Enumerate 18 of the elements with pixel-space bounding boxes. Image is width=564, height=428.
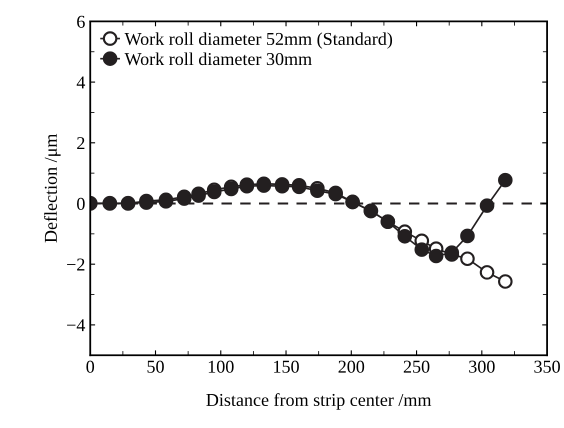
legend-label: Work roll diameter 30mm [124, 52, 312, 66]
x-axis-title: Distance from strip center /mm [206, 393, 432, 410]
legend-label: Work roll diameter 52mm (Standard) [124, 32, 392, 49]
y-tick-label: 2 [77, 137, 84, 150]
x-tick-label: 300 [469, 360, 495, 373]
x-tick-label: 250 [404, 360, 430, 373]
y-tick-label: 4 [76, 76, 86, 88]
y-tick-label: −4 [67, 319, 86, 332]
y-axis-title: Deflection /μm [44, 134, 61, 243]
x-tick-label: 350 [534, 360, 560, 373]
x-tick-label: 150 [274, 360, 299, 373]
x-tick-label: 200 [338, 360, 364, 373]
x-tick-label: 0 [86, 360, 94, 373]
y-tick-label: −2 [67, 258, 84, 270]
x-tick-label: 100 [208, 360, 234, 373]
x-tick-label: 50 [148, 360, 164, 373]
y-tick-label: 0 [77, 198, 85, 210]
y-tick-label: 6 [77, 16, 85, 28]
